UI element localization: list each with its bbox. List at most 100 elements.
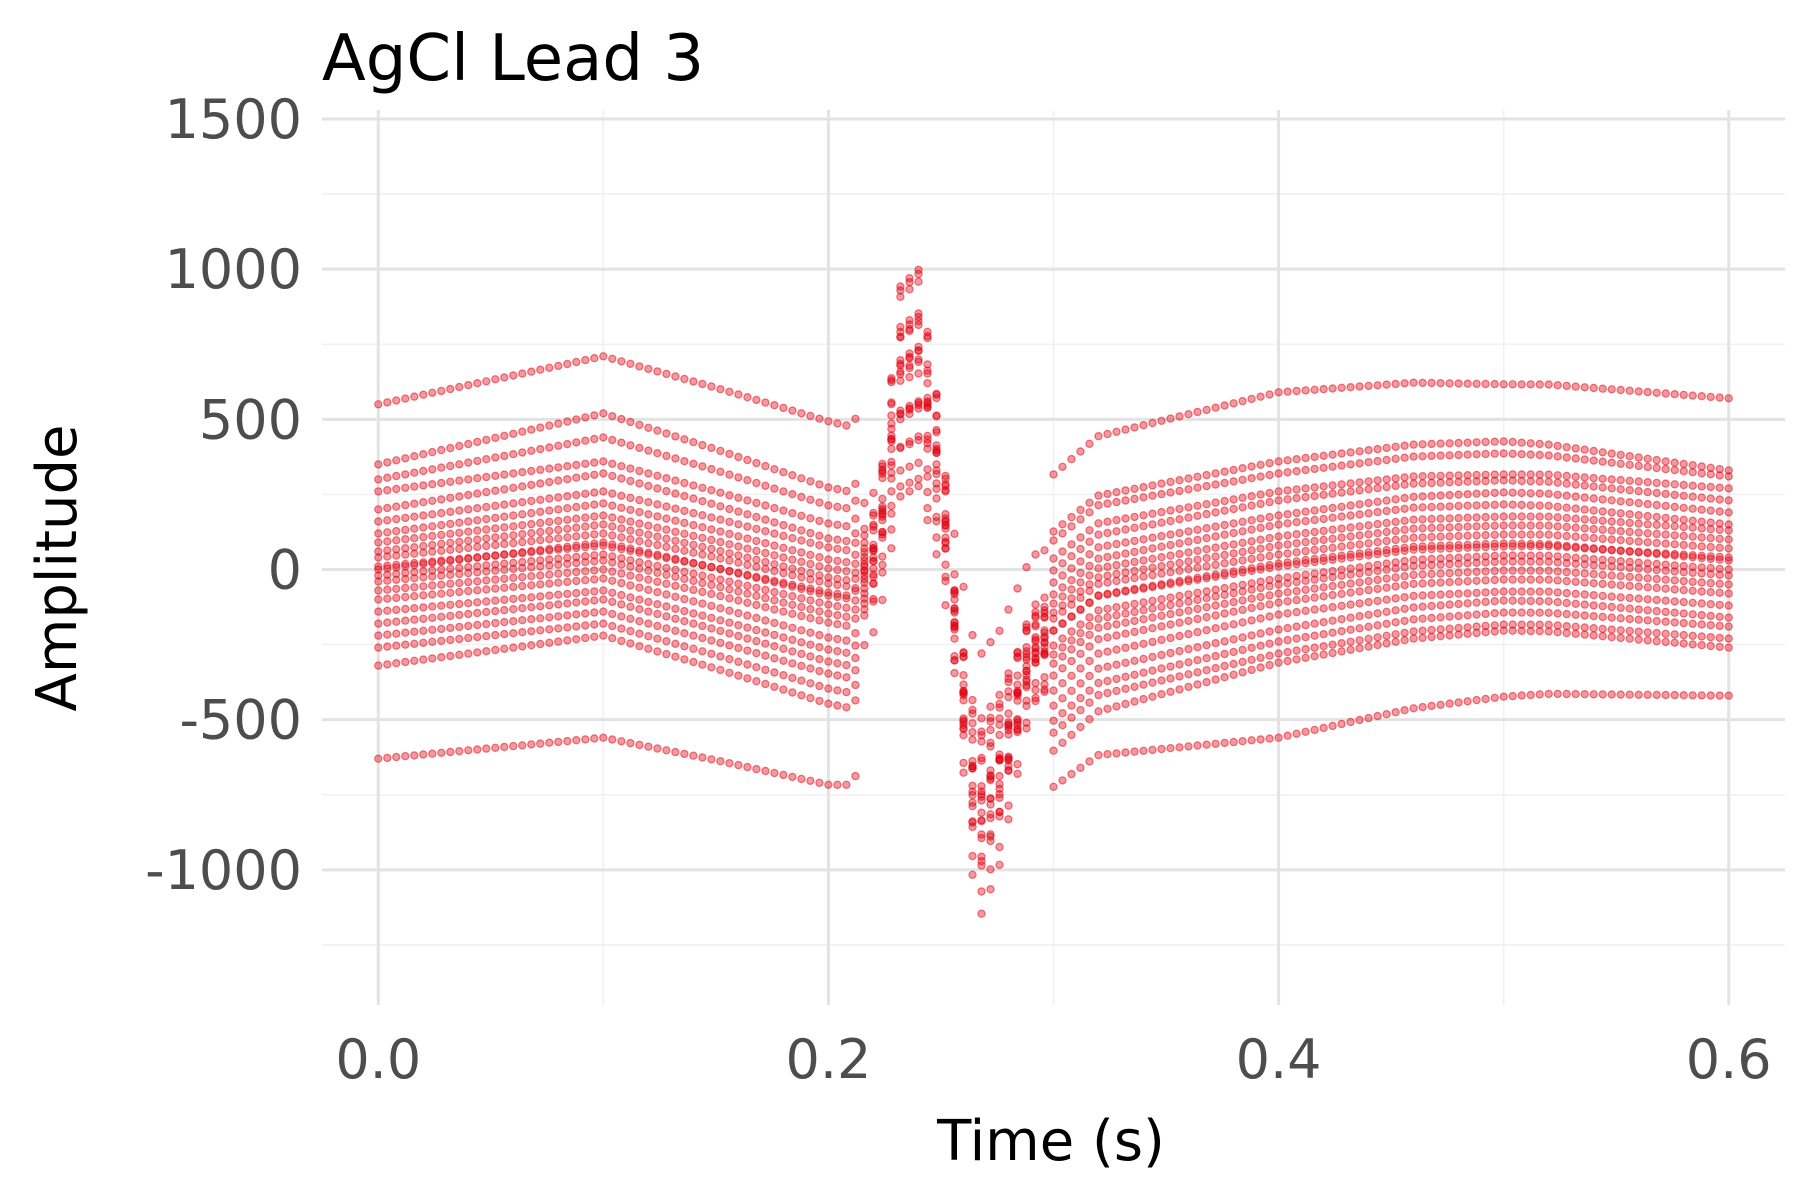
data-point (896, 292, 905, 301)
data-point (1346, 717, 1355, 727)
data-point (851, 559, 860, 569)
data-point (482, 631, 491, 641)
data-point (923, 403, 932, 412)
data-point (842, 636, 851, 645)
data-point (1589, 601, 1598, 610)
data-point (1724, 613, 1733, 622)
data-point (446, 651, 455, 661)
y-tick-label: -1000 (145, 839, 302, 902)
data-point (545, 526, 554, 536)
data-point (680, 574, 689, 584)
data-point (734, 657, 743, 667)
data-point (1220, 401, 1229, 410)
data-point (473, 553, 482, 562)
data-point (1409, 570, 1418, 580)
data-point (770, 503, 779, 513)
data-point (1049, 578, 1058, 587)
series-points (374, 481, 1733, 817)
data-point (932, 494, 941, 503)
data-point (716, 527, 725, 536)
data-point (779, 607, 788, 616)
data-point (374, 586, 383, 595)
data-point (1391, 708, 1400, 717)
data-point (1436, 532, 1445, 541)
data-point (1247, 516, 1256, 525)
data-point (1076, 649, 1085, 659)
data-point (1634, 615, 1643, 624)
data-point (1652, 628, 1661, 638)
data-point (1004, 730, 1013, 739)
data-point (842, 504, 851, 513)
data-point (1526, 380, 1535, 389)
data-point (1526, 575, 1535, 584)
data-point (1580, 569, 1589, 578)
data-point (1238, 618, 1247, 627)
data-point (1130, 566, 1139, 576)
data-point (1697, 493, 1706, 502)
data-point (887, 398, 896, 407)
data-point (383, 561, 392, 570)
data-point (491, 575, 500, 584)
data-point (833, 535, 842, 544)
data-point (1382, 527, 1391, 537)
data-point (1139, 565, 1148, 574)
data-point (1166, 744, 1175, 753)
data-point (1121, 618, 1130, 627)
data-point (617, 503, 626, 512)
data-point (1607, 562, 1616, 571)
data-point (1688, 640, 1697, 649)
data-point (1607, 632, 1616, 642)
data-point (1085, 598, 1094, 607)
data-point (860, 611, 869, 620)
data-point (1103, 489, 1112, 499)
data-point (1247, 462, 1256, 471)
data-point (905, 462, 914, 471)
data-point (986, 713, 995, 723)
data-point (806, 679, 815, 688)
data-point (860, 498, 869, 508)
data-point (599, 499, 608, 508)
data-point (1715, 579, 1724, 589)
data-point (716, 604, 725, 613)
data-point (1499, 557, 1508, 566)
data-point (1535, 608, 1544, 617)
data-point (842, 673, 851, 682)
chart-title: AgCl Lead 3 (322, 22, 704, 96)
data-point (1310, 643, 1319, 652)
data-point (1607, 449, 1616, 458)
data-point (554, 525, 563, 535)
data-point (1148, 666, 1157, 675)
data-point (1418, 579, 1427, 588)
data-point (1445, 699, 1454, 708)
data-point (482, 534, 491, 543)
data-point (1526, 521, 1535, 530)
data-point (1076, 578, 1085, 587)
data-point (419, 450, 428, 459)
data-point (1652, 388, 1661, 397)
data-point (1580, 611, 1589, 620)
data-point (491, 566, 500, 575)
data-point (1616, 690, 1625, 699)
data-point (1589, 533, 1598, 543)
data-point (1553, 558, 1562, 567)
data-point (680, 583, 689, 593)
data-point (1400, 480, 1409, 489)
data-point (1193, 483, 1202, 492)
data-point (707, 613, 716, 623)
data-point (590, 411, 599, 420)
data-point (500, 595, 509, 605)
data-point (500, 574, 509, 584)
data-point (1391, 379, 1400, 389)
data-point (410, 512, 419, 521)
data-point (374, 595, 383, 604)
data-point (1103, 621, 1112, 631)
data-point (1364, 713, 1373, 723)
data-point (1148, 613, 1157, 622)
data-point (527, 740, 536, 749)
data-point (824, 600, 833, 609)
data-point (1202, 534, 1211, 543)
data-point (842, 594, 851, 603)
data-point (1229, 635, 1238, 644)
data-point (1382, 619, 1391, 629)
data-point (1661, 575, 1670, 584)
